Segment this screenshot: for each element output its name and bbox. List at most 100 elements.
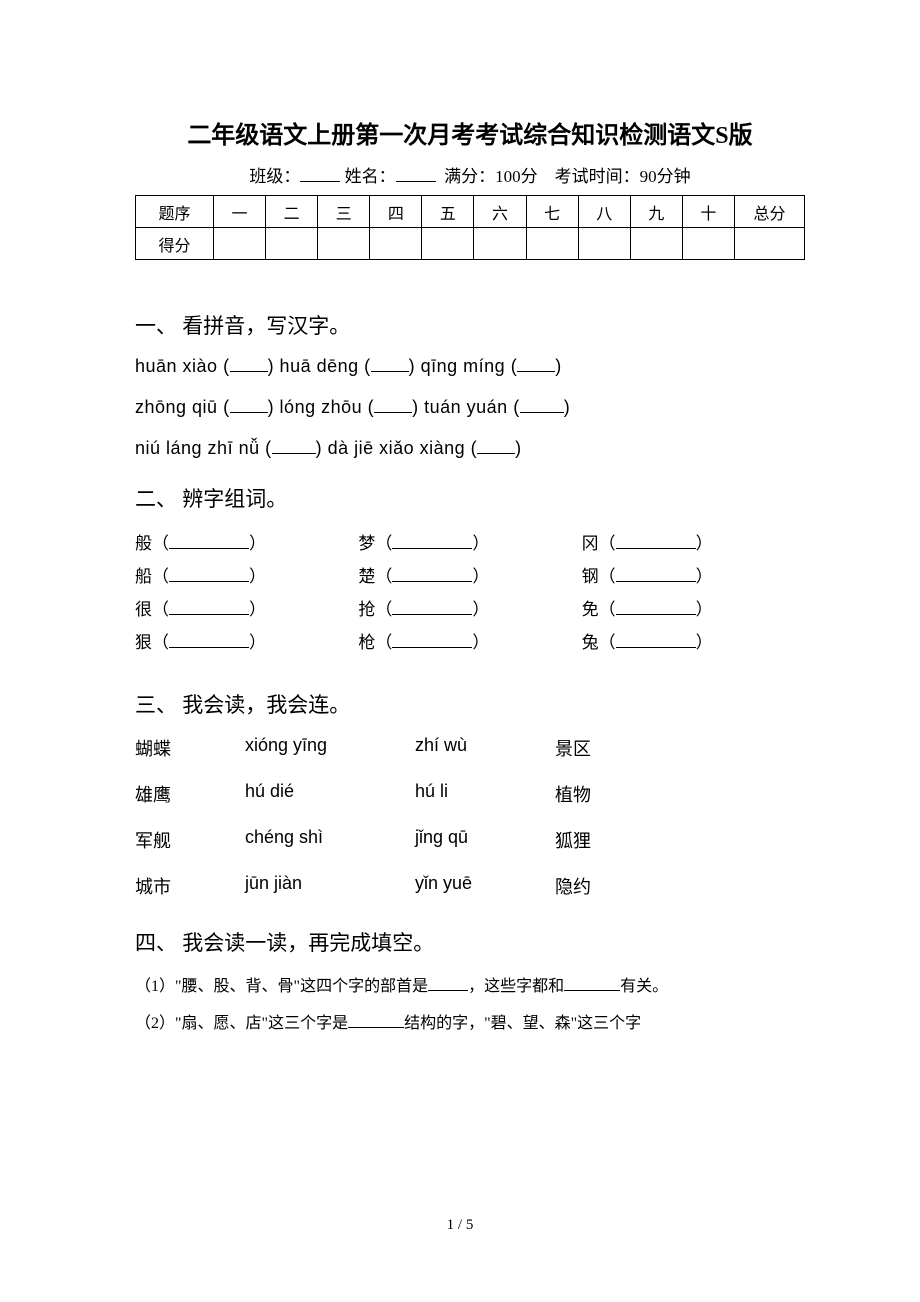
blank[interactable] bbox=[169, 535, 249, 549]
char: 很（ bbox=[135, 600, 169, 619]
th-6: 六 bbox=[474, 196, 526, 228]
p1b: ) huā dēng ( bbox=[268, 356, 371, 376]
pair-item: 兔（） bbox=[582, 628, 805, 653]
th-2: 二 bbox=[266, 196, 318, 228]
close: ） bbox=[249, 633, 266, 652]
blank[interactable] bbox=[169, 601, 249, 615]
page-number: 1 / 5 bbox=[0, 1217, 920, 1234]
name-blank[interactable] bbox=[396, 181, 436, 182]
th-5: 五 bbox=[422, 196, 474, 228]
close: ） bbox=[696, 600, 713, 619]
p2d: ) bbox=[564, 397, 571, 417]
close: ） bbox=[696, 567, 713, 586]
text: （1）"腰、股、背、骨"这四个字的部首是 bbox=[135, 978, 428, 995]
blank[interactable] bbox=[392, 634, 472, 648]
score-table: 题序 一 二 三 四 五 六 七 八 九 十 总分 得分 bbox=[135, 195, 805, 260]
blank[interactable] bbox=[477, 453, 515, 454]
pinyin: zhí wù bbox=[415, 735, 555, 761]
td-5[interactable] bbox=[422, 228, 474, 260]
pinyin: hú li bbox=[415, 781, 555, 807]
close: ） bbox=[249, 600, 266, 619]
section-1-head: 一、 看拼音，写汉字。 bbox=[135, 310, 805, 340]
pinyin: hú dié bbox=[245, 781, 415, 807]
section-2-head: 二、 辨字组词。 bbox=[135, 483, 805, 513]
blank[interactable] bbox=[392, 568, 472, 582]
blank[interactable] bbox=[348, 1027, 404, 1028]
td-2[interactable] bbox=[266, 228, 318, 260]
section-3-head: 三、 我会读，我会连。 bbox=[135, 689, 805, 719]
full-score: 满分：100分 bbox=[444, 167, 538, 186]
blank[interactable] bbox=[520, 412, 564, 413]
name-label: 姓名： bbox=[345, 167, 396, 186]
char: 枪（ bbox=[358, 633, 392, 652]
blank[interactable] bbox=[517, 371, 555, 372]
match-row: 蝴蝶 xióng yīng zhí wù 景区 bbox=[135, 735, 805, 761]
th-10: 十 bbox=[682, 196, 734, 228]
td-8[interactable] bbox=[578, 228, 630, 260]
char: 般（ bbox=[135, 534, 169, 553]
q4-line-2: （2）"扇、愿、店"这三个字是结构的字，"碧、望、森"这三个字 bbox=[135, 1010, 805, 1037]
blank[interactable] bbox=[616, 535, 696, 549]
text: （2）"扇、愿、店"这三个字是 bbox=[135, 1015, 348, 1032]
blank[interactable] bbox=[169, 634, 249, 648]
word-pairs-grid: 般（） 船（） 很（） 狠（） 梦（） 楚（） 抢（） 枪（） 冈（） 钢（） … bbox=[135, 529, 805, 661]
td-1[interactable] bbox=[214, 228, 266, 260]
close: ） bbox=[472, 633, 489, 652]
char: 船（ bbox=[135, 567, 169, 586]
blank[interactable] bbox=[230, 412, 268, 413]
pair-item: 免（ ） bbox=[582, 595, 805, 620]
td-3[interactable] bbox=[318, 228, 370, 260]
char: 楚（ bbox=[358, 567, 392, 586]
blank[interactable] bbox=[230, 371, 268, 372]
td-7[interactable] bbox=[526, 228, 578, 260]
td-label: 得分 bbox=[136, 228, 214, 260]
blank[interactable] bbox=[374, 412, 412, 413]
text: 有关。 bbox=[620, 978, 668, 995]
cn-word: 狐狸 bbox=[555, 827, 591, 853]
p2a: zhōng qiū ( bbox=[135, 397, 230, 417]
text: ，这些字都和 bbox=[468, 978, 564, 995]
blank[interactable] bbox=[371, 371, 409, 372]
pair-item: 很（ ） bbox=[135, 595, 358, 620]
blank[interactable] bbox=[616, 568, 696, 582]
pinyin: chéng shì bbox=[245, 827, 415, 853]
close: ） bbox=[696, 633, 713, 652]
pair-item: 般（ ） bbox=[135, 529, 358, 554]
pair-item: 枪（ ） bbox=[358, 628, 581, 653]
cn-word: 军舰 bbox=[135, 827, 245, 853]
blank[interactable] bbox=[272, 453, 316, 454]
blank[interactable] bbox=[616, 634, 696, 648]
col-3: 冈（） 钢（） 免（） 兔（） bbox=[582, 529, 805, 661]
td-total[interactable] bbox=[735, 228, 805, 260]
pair-item: 冈（） bbox=[582, 529, 805, 554]
pinyin: jūn jiàn bbox=[245, 873, 415, 899]
char: 狠（ bbox=[135, 633, 169, 652]
char: 免（ bbox=[582, 600, 616, 619]
th-3: 三 bbox=[318, 196, 370, 228]
th-label: 题序 bbox=[136, 196, 214, 228]
blank[interactable] bbox=[392, 535, 472, 549]
char: 梦（ bbox=[358, 534, 392, 553]
class-blank[interactable] bbox=[300, 181, 340, 182]
td-10[interactable] bbox=[682, 228, 734, 260]
blank[interactable] bbox=[169, 568, 249, 582]
blank[interactable] bbox=[392, 601, 472, 615]
pair-item: 楚（） bbox=[358, 562, 581, 587]
td-6[interactable] bbox=[474, 228, 526, 260]
blank[interactable] bbox=[564, 990, 620, 991]
close: ） bbox=[249, 534, 266, 553]
p3b: ) dà jiē xiǎo xiàng ( bbox=[316, 438, 478, 458]
cn-word: 城市 bbox=[135, 873, 245, 899]
pinyin: jǐng qū bbox=[415, 827, 555, 853]
q4-line-1: （1）"腰、股、背、骨"这四个字的部首是 ，这些字都和 有关。 bbox=[135, 973, 805, 1000]
blank[interactable] bbox=[428, 990, 468, 991]
col-2: 梦（） 楚（） 抢（） 枪（） bbox=[358, 529, 581, 661]
td-4[interactable] bbox=[370, 228, 422, 260]
td-9[interactable] bbox=[630, 228, 682, 260]
th-8: 八 bbox=[578, 196, 630, 228]
char: 抢（ bbox=[358, 600, 392, 619]
blank[interactable] bbox=[616, 601, 696, 615]
page-title: 二年级语文上册第一次月考考试综合知识检测语文S版 bbox=[135, 115, 805, 150]
char: 冈（ bbox=[582, 534, 616, 553]
p1c: ) qīng míng ( bbox=[409, 356, 518, 376]
